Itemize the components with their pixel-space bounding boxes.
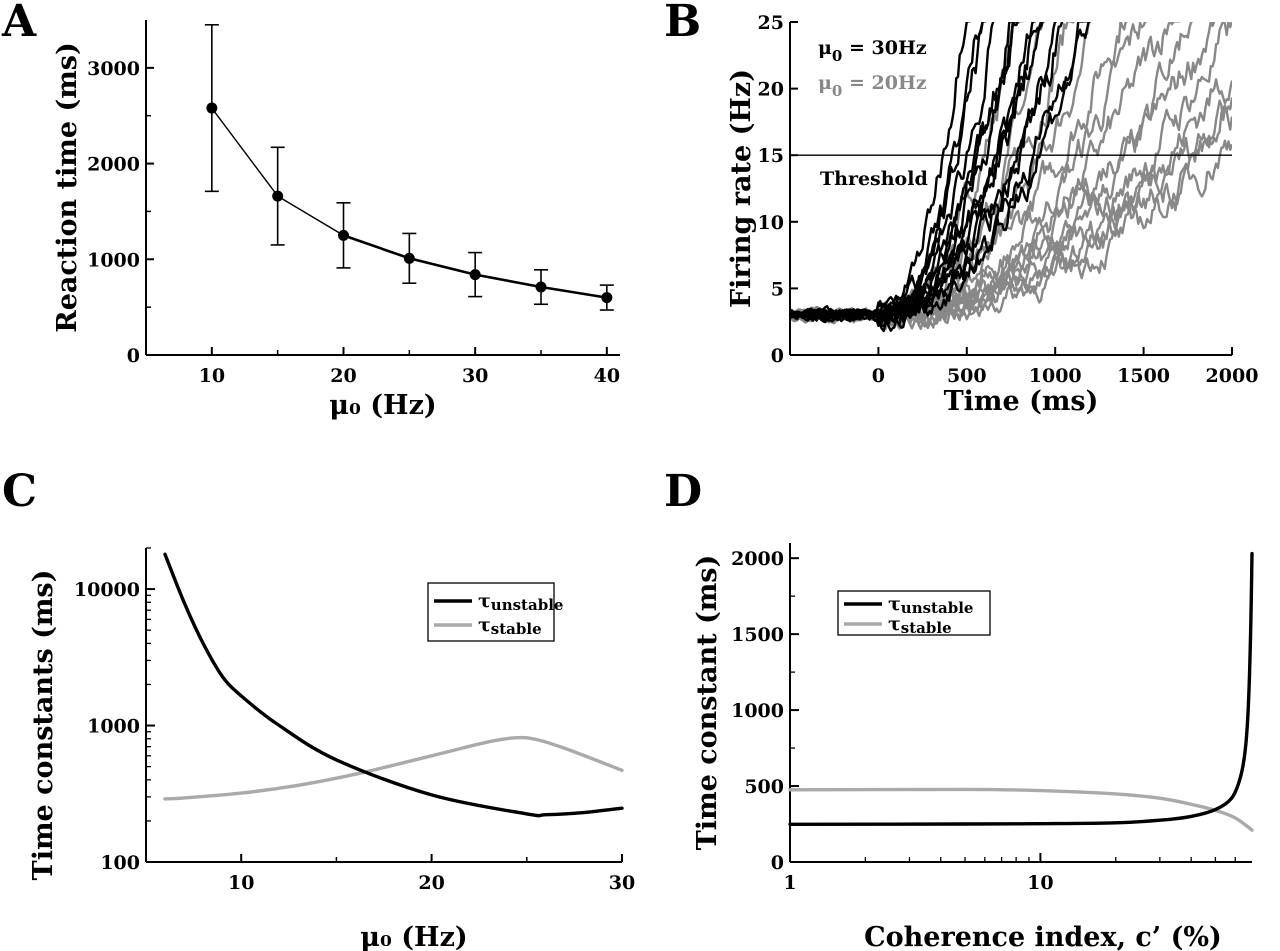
legend-symbol: μ <box>818 37 832 59</box>
x-tick-label: 10 <box>228 872 254 894</box>
y-tick-label: 0 <box>771 345 784 367</box>
y-tick-label: 500 <box>744 776 784 798</box>
y-axis-label: Time constant (ms) <box>692 555 723 851</box>
legend-box <box>427 582 555 642</box>
y-tick-label: 2000 <box>731 548 784 570</box>
panel-letter-a: A <box>1 0 37 47</box>
trial-trace <box>790 22 1091 322</box>
legend-subscript: stable <box>901 619 952 637</box>
y-tick-label: 10000 <box>74 579 140 601</box>
trial-traces <box>790 22 1232 333</box>
legend-entry: τunstable <box>888 593 973 617</box>
legend-symbol: τ <box>478 590 491 612</box>
y-tick-label: 1000 <box>731 700 784 722</box>
legend-box <box>837 590 991 636</box>
x-tick-label: 2000 <box>1206 365 1259 387</box>
legend-value: = 20Hz <box>842 72 927 94</box>
data-point <box>272 190 284 202</box>
y-tick-label: 10 <box>758 212 784 234</box>
y-tick-label: 5 <box>771 278 784 300</box>
y-tick-label: 100 <box>100 852 140 874</box>
legend-entry: μ0 = 30Hz <box>818 37 927 65</box>
data-point <box>206 102 218 114</box>
legend-entry: τstable <box>478 614 542 638</box>
x-tick-label: 10 <box>199 365 225 387</box>
y-tick-label: 1000 <box>87 249 140 271</box>
legend-symbol: τ <box>478 614 491 636</box>
data-point <box>469 269 481 281</box>
x-tick-label: 20 <box>330 365 356 387</box>
panel-d-chart: 0 500 1000 1500 2000 1 10 Coherence index, c’ (… <box>692 543 1254 951</box>
x-tick-label: 0 <box>872 365 885 387</box>
y-tick-label: 1000 <box>87 716 140 738</box>
y-tick-label: 3000 <box>87 58 140 80</box>
threshold-label: Threshold <box>820 168 928 190</box>
legend-subscript: 0 <box>832 82 842 100</box>
panel-letter-b: B <box>664 0 701 47</box>
x-tick-label: 500 <box>947 365 987 387</box>
data-point <box>535 281 547 293</box>
legend-entry: τunstable <box>478 590 563 614</box>
x-tick-label: 40 <box>594 365 620 387</box>
legend-symbol: μ <box>818 72 832 94</box>
x-tick-label: 10 <box>1027 872 1053 894</box>
panel-c-chart: 100 1000 10000 10 20 30 μ₀ (Hz) Time constants … <box>28 547 635 951</box>
legend-symbol: τ <box>888 593 901 615</box>
trial-trace <box>790 22 1091 324</box>
legend-value: = 30Hz <box>842 37 927 59</box>
series-line <box>788 551 1254 826</box>
y-axis-label: Reaction time (ms) <box>52 42 83 333</box>
x-axis-label: μ₀ (Hz) <box>360 922 467 951</box>
x-tick-label: 1 <box>783 872 796 894</box>
x-tick-label: 1500 <box>1117 365 1170 387</box>
panel-b-chart: Threshold 0 5 10 15 20 25 0 500 1000 1500 2000 Time … <box>726 12 1258 417</box>
panel-a-chart: 0 1000 2000 3000 10 20 30 40 μ₀ (Hz) Reaction tim… <box>52 20 620 421</box>
x-axis-label: Time (ms) <box>944 386 1099 417</box>
legend-entry: μ0 = 20Hz <box>818 72 927 100</box>
series-line <box>788 787 1254 832</box>
y-tick-label: 25 <box>758 12 784 34</box>
x-tick-label: 1000 <box>1029 365 1082 387</box>
data-point <box>601 292 613 304</box>
legend-subscript: 0 <box>832 47 842 65</box>
series-line <box>163 735 624 801</box>
y-tick-label: 1500 <box>731 624 784 646</box>
x-tick-label: 20 <box>418 872 444 894</box>
x-axis-label: Coherence index, c’ (%) <box>864 922 1222 951</box>
legend-subscript: unstable <box>901 599 974 617</box>
data-point <box>403 252 415 264</box>
series-line <box>163 552 624 818</box>
legend-subscript: stable <box>491 620 542 638</box>
panel-letter-d: D <box>664 466 702 517</box>
x-axis-label: μ₀ (Hz) <box>329 390 436 421</box>
legend-subscript: unstable <box>491 596 564 614</box>
y-axis-label: Firing rate (Hz) <box>726 69 757 308</box>
y-axis-label: Time constants (ms) <box>28 570 59 881</box>
x-tick-label: 30 <box>609 872 635 894</box>
panel-letter-c: C <box>2 466 37 517</box>
y-tick-label: 20 <box>758 79 784 101</box>
legend-entry: τstable <box>888 613 952 637</box>
y-tick-label: 0 <box>771 852 784 874</box>
trial-trace <box>790 22 995 324</box>
x-tick-label: 30 <box>462 365 488 387</box>
data-point <box>338 229 349 241</box>
legend-symbol: τ <box>888 613 901 635</box>
y-tick-label: 0 <box>127 345 140 367</box>
y-tick-label: 15 <box>758 145 784 167</box>
y-tick-label: 2000 <box>87 154 140 176</box>
